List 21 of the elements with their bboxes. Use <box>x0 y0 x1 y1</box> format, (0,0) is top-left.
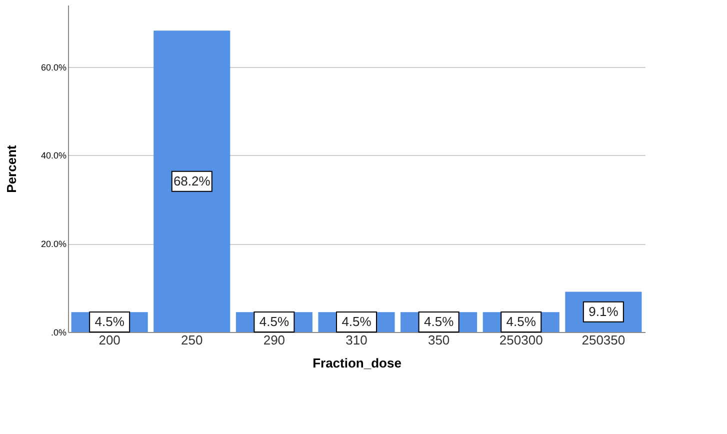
x-tick-label: 350 <box>428 332 450 348</box>
x-tick-label: 310 <box>346 332 368 348</box>
x-tick-label: 200 <box>98 332 120 348</box>
data-label: 4.5% <box>259 314 290 330</box>
data-label: 4.5% <box>94 314 125 330</box>
bar <box>154 30 230 332</box>
x-tick-label: 250 <box>181 332 203 348</box>
y-tick-label: 60.0% <box>40 62 66 72</box>
y-tick-label: 20.0% <box>40 239 66 250</box>
data-label: 4.5% <box>342 314 372 330</box>
x-tick-label: 250300 <box>499 332 543 348</box>
data-label: 9.1% <box>588 304 619 319</box>
data-label: 68.2% <box>173 173 211 188</box>
data-label: 4.5% <box>506 314 536 330</box>
y-axis-title: Percent <box>4 144 19 193</box>
data-label: 4.5% <box>424 314 454 330</box>
y-tick-label: 40.0% <box>40 150 66 161</box>
x-tick-label: 290 <box>263 332 286 348</box>
x-tick-label: 250350 <box>582 332 626 348</box>
y-tick-label: .0% <box>50 328 66 338</box>
x-axis-title: Fraction_dose <box>312 356 402 370</box>
